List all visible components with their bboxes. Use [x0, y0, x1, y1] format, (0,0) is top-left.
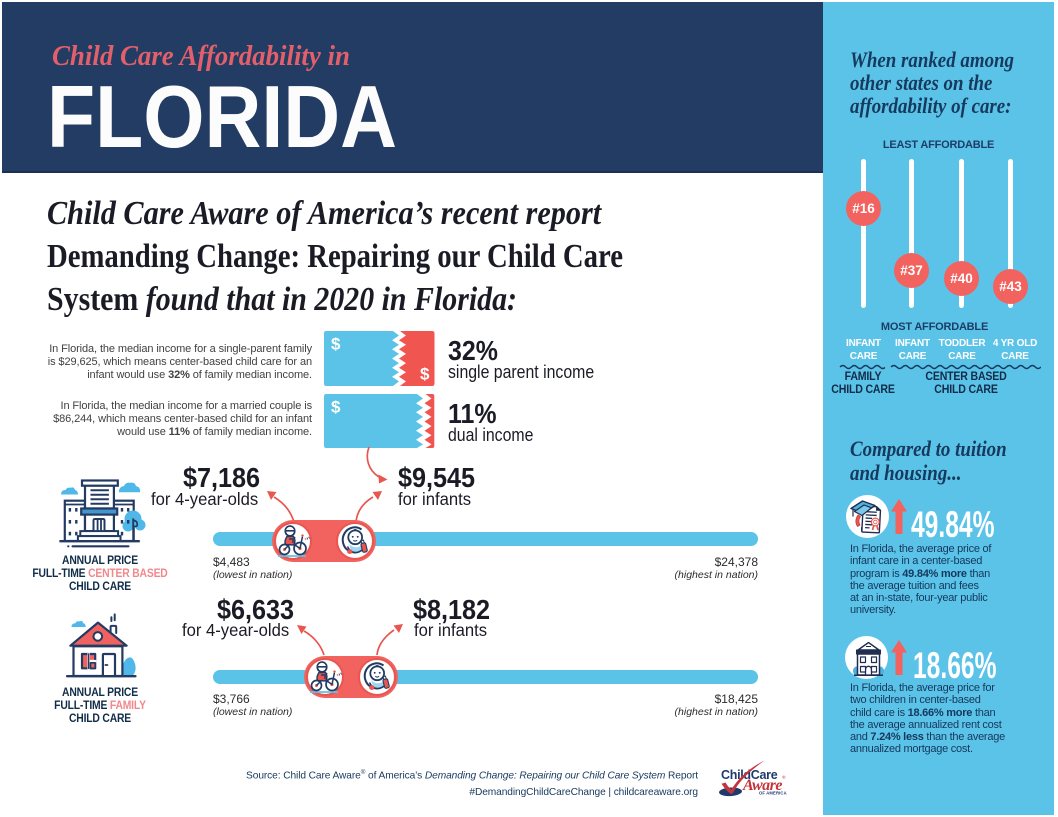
svg-text:$: $ — [331, 398, 341, 417]
svg-text:$: $ — [331, 335, 341, 354]
svg-text:$: $ — [420, 365, 430, 384]
